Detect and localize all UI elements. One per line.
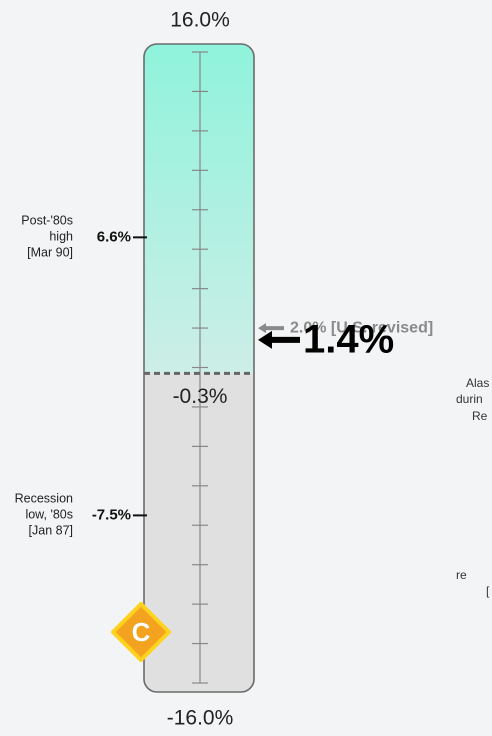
gauge-border [143,43,255,693]
marker-note: high [49,230,73,244]
background-text: durin [456,392,483,406]
above-fill [144,44,254,374]
marker-note: Recession [15,492,73,506]
background-text: re [456,568,467,582]
marker-note: Post-'80s [21,214,73,228]
marker-note: low, '80s [25,508,73,522]
marker-value: 6.6% [97,228,131,245]
gauge-fill [144,44,254,692]
comparison-label: 2.0% [U.S. revised] [290,319,433,336]
split-label: -0.3% [173,385,228,408]
grade-badge [111,602,171,662]
bottom-label: -16.0% [167,707,234,730]
background-text: Re [472,409,488,423]
comparison-arrow [258,323,284,334]
current-label: 1.4% [303,317,394,361]
background-text: Alas [466,376,489,390]
current-arrow [258,330,300,349]
background-text: [ [486,584,490,598]
marker-note: [Mar 90] [27,246,73,260]
marker-value: -7.5% [92,506,131,523]
grade-letter: C [132,617,151,647]
below-fill [144,373,254,692]
marker-note: [Jan 87] [29,524,73,538]
top-label: 16.0% [170,9,230,32]
